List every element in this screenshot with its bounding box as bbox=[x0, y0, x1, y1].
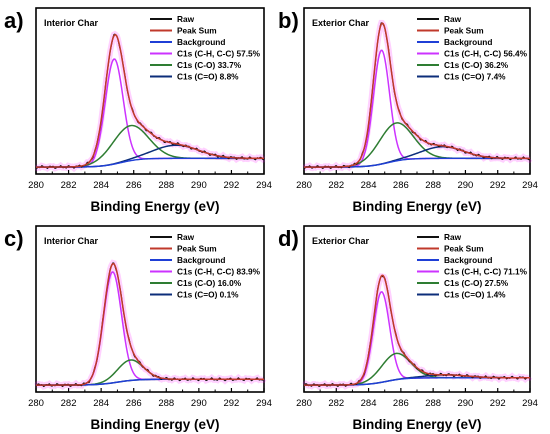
x-tick-label: 284 bbox=[361, 180, 377, 191]
x-tick-label: 288 bbox=[425, 180, 441, 191]
legend-label: Raw bbox=[444, 14, 462, 24]
legend-label: Raw bbox=[444, 232, 462, 242]
x-tick-label: 288 bbox=[158, 180, 174, 191]
panel-title: Interior Char bbox=[44, 18, 99, 28]
x-tick-label: 280 bbox=[296, 180, 312, 191]
x-tick-label: 284 bbox=[93, 180, 109, 191]
legend-label: Background bbox=[444, 255, 492, 265]
plot-frame bbox=[303, 7, 531, 175]
x-tick-label: 282 bbox=[328, 180, 344, 191]
legend-label: Background bbox=[444, 37, 492, 47]
x-tick-label: 292 bbox=[490, 398, 506, 409]
legend-label: C1s (C-H, C-C) 57.5% bbox=[177, 49, 261, 59]
legend-label: C1s (C=O) 1.4% bbox=[444, 290, 506, 300]
legend-label: Peak Sum bbox=[177, 244, 217, 254]
plot-frame bbox=[35, 7, 265, 175]
x-tick-label: 282 bbox=[61, 398, 77, 409]
x-tick-label: 286 bbox=[126, 398, 142, 409]
legend-label: Background bbox=[177, 37, 225, 47]
legend-label: C1s (C-O) 36.2% bbox=[444, 60, 509, 70]
legend-label: Background bbox=[177, 255, 225, 265]
x-tick-label: 292 bbox=[223, 180, 239, 191]
legend-label: C1s (C-H, C-C) 71.1% bbox=[444, 267, 528, 277]
panel-2: 280 282 284 286 288 290 292 294 Binding Energy (… bbox=[4, 225, 272, 432]
x-tick-label: 286 bbox=[126, 180, 142, 191]
panel-0: 280 282 284 286 288 290 292 294 Binding Energy (… bbox=[4, 7, 272, 214]
panel-label: d) bbox=[278, 226, 299, 251]
peak-sum-line bbox=[304, 274, 530, 386]
legend-label: C1s (C=O) 8.8% bbox=[177, 72, 239, 82]
peak-sum-line bbox=[304, 22, 530, 168]
x-tick-label: 280 bbox=[28, 398, 44, 409]
x-tick-label: 292 bbox=[490, 180, 506, 191]
x-tick-label: 288 bbox=[158, 398, 174, 409]
x-axis-label: Binding Energy (eV) bbox=[352, 199, 481, 214]
panel-label: b) bbox=[278, 8, 299, 33]
x-tick-label: 282 bbox=[328, 398, 344, 409]
panel-3: 280 282 284 286 288 290 292 294 Binding Energy (… bbox=[278, 225, 538, 432]
x-tick-label: 290 bbox=[191, 398, 207, 409]
x-tick-label: 294 bbox=[256, 180, 272, 191]
legend-label: Peak Sum bbox=[444, 244, 484, 254]
legend-label: C1s (C-O) 27.5% bbox=[444, 278, 509, 288]
legend-label: Peak Sum bbox=[177, 26, 217, 36]
panel-title: Interior Char bbox=[44, 236, 99, 246]
x-tick-label: 282 bbox=[61, 180, 77, 191]
legend-label: Raw bbox=[177, 14, 195, 24]
x-tick-label: 288 bbox=[425, 398, 441, 409]
legend-label: C1s (C-O) 33.7% bbox=[177, 60, 242, 70]
panel-label: c) bbox=[4, 226, 24, 251]
x-axis-label: Binding Energy (eV) bbox=[90, 199, 219, 214]
x-tick-label: 292 bbox=[223, 398, 239, 409]
x-tick-label: 290 bbox=[457, 398, 473, 409]
x-tick-label: 280 bbox=[296, 398, 312, 409]
plot-frame bbox=[35, 225, 265, 393]
x-axis-label: Binding Energy (eV) bbox=[352, 417, 481, 432]
legend-label: C1s (C=O) 7.4% bbox=[444, 72, 506, 82]
x-tick-label: 294 bbox=[522, 180, 538, 191]
x-tick-label: 294 bbox=[256, 398, 272, 409]
x-tick-label: 284 bbox=[93, 398, 109, 409]
x-tick-label: 290 bbox=[457, 180, 473, 191]
legend-label: C1s (C=O) 0.1% bbox=[177, 290, 239, 300]
panel-1: 280 282 284 286 288 290 292 294 Binding Energy (… bbox=[278, 7, 538, 214]
x-tick-label: 286 bbox=[393, 180, 409, 191]
legend-label: C1s (C-H, C-C) 56.4% bbox=[444, 49, 528, 59]
x-tick-label: 280 bbox=[28, 180, 44, 191]
peak-sum-line bbox=[36, 34, 264, 168]
x-tick-label: 290 bbox=[191, 180, 207, 191]
x-tick-label: 284 bbox=[361, 398, 377, 409]
peak-sum-line bbox=[36, 262, 264, 386]
x-tick-label: 286 bbox=[393, 398, 409, 409]
legend-label: C1s (C-O) 16.0% bbox=[177, 278, 242, 288]
x-tick-label: 294 bbox=[522, 398, 538, 409]
panel-title: Exterior Char bbox=[312, 18, 370, 28]
raw-halo bbox=[302, 19, 533, 173]
panel-label: a) bbox=[4, 8, 24, 33]
panel-title: Exterior Char bbox=[312, 236, 370, 246]
legend-label: C1s (C-H, C-C) 83.9% bbox=[177, 267, 261, 277]
raw-line bbox=[303, 22, 531, 170]
legend-label: Peak Sum bbox=[444, 26, 484, 36]
x-axis-label: Binding Energy (eV) bbox=[90, 417, 219, 432]
legend-label: Raw bbox=[177, 232, 195, 242]
